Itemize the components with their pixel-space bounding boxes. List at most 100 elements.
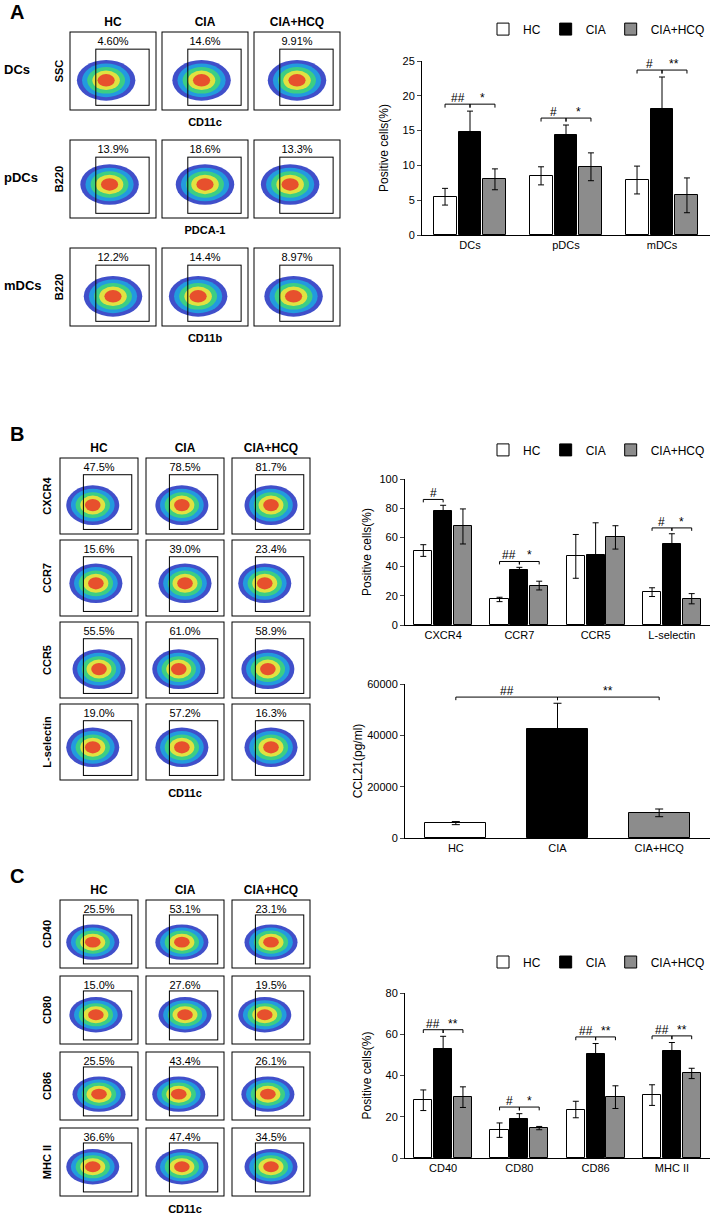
svg-text:HC: HC [90,883,108,897]
svg-text:pDCs: pDCs [4,170,38,185]
svg-text:**: ** [603,684,613,698]
svg-text:*: * [527,1094,532,1108]
svg-text:MHC II: MHC II [41,1145,53,1179]
svg-text:15: 15 [403,124,415,136]
svg-text:L-selectin: L-selectin [648,629,695,641]
svg-text:26.1%: 26.1% [255,1055,286,1067]
svg-text:DCs: DCs [4,62,30,77]
svg-text:20: 20 [386,1111,398,1123]
svg-text:0: 0 [409,229,415,241]
svg-text:0: 0 [392,619,398,631]
svg-text:78.5%: 78.5% [169,461,200,473]
svg-text:8.97%: 8.97% [281,251,312,263]
svg-text:23.1%: 23.1% [255,903,286,915]
svg-text:9.91%: 9.91% [281,35,312,47]
svg-text:20: 20 [403,90,415,102]
svg-text:80: 80 [386,987,398,999]
svg-text:CIA: CIA [175,441,196,455]
svg-text:#: # [646,57,653,71]
svg-text:A: A [10,1,24,23]
svg-text:mDCs: mDCs [647,239,678,251]
svg-text:15.0%: 15.0% [83,979,114,991]
svg-text:#: # [658,515,665,529]
svg-text:HC: HC [523,23,541,37]
svg-text:CCR7: CCR7 [41,563,53,593]
svg-text:16.3%: 16.3% [255,707,286,719]
svg-text:**: ** [448,1017,458,1031]
svg-text:C: C [10,865,24,887]
svg-text:CIA+HCQ: CIA+HCQ [651,444,705,458]
svg-text:HC: HC [523,444,541,458]
svg-text:CD11c: CD11c [168,787,202,799]
svg-text:4.60%: 4.60% [97,35,128,47]
svg-text:55.5%: 55.5% [83,625,114,637]
svg-text:Positive cells(%): Positive cells(%) [360,1031,374,1119]
svg-text:HC: HC [104,15,122,29]
svg-text:40: 40 [386,1069,398,1081]
svg-text:CXCR4: CXCR4 [41,476,53,514]
svg-text:CD80: CD80 [505,1162,533,1174]
svg-text:*: * [679,515,684,529]
svg-text:CIA+HCQ: CIA+HCQ [244,441,298,455]
svg-text:20000: 20000 [367,781,398,793]
svg-text:47.4%: 47.4% [169,1131,200,1143]
svg-text:*: * [480,91,485,105]
svg-text:MHC II: MHC II [655,1162,689,1174]
svg-text:CIA: CIA [548,842,567,854]
svg-text:0: 0 [392,832,398,844]
svg-text:HC: HC [90,441,108,455]
svg-text:#: # [550,105,557,119]
svg-text:*: * [576,105,581,119]
svg-text:10: 10 [403,159,415,171]
svg-text:#: # [506,1094,513,1108]
svg-text:*: * [527,548,532,562]
svg-text:19.0%: 19.0% [83,707,114,719]
svg-text:CIA+HCQ: CIA+HCQ [270,15,324,29]
svg-text:##: ## [500,684,514,698]
svg-text:CD11c: CD11c [188,116,222,128]
svg-text:81.7%: 81.7% [255,461,286,473]
svg-text:HC: HC [523,956,541,970]
svg-text:CIA: CIA [195,15,216,29]
svg-text:##: ## [579,1024,593,1038]
svg-text:CIA: CIA [586,444,606,458]
svg-text:#: # [430,486,437,500]
svg-text:13.3%: 13.3% [281,143,312,155]
svg-text:CIA: CIA [175,883,196,897]
svg-text:60000: 60000 [367,678,398,690]
svg-text:mDCs: mDCs [4,278,42,293]
svg-text:L-selectin: L-selectin [41,716,53,768]
svg-text:pDCs: pDCs [552,239,580,251]
svg-text:Positive cells(%): Positive cells(%) [377,104,391,192]
svg-text:PDCA-1: PDCA-1 [185,224,226,236]
svg-text:DCs: DCs [459,239,481,251]
svg-text:47.5%: 47.5% [83,461,114,473]
svg-text:CD40: CD40 [429,1162,457,1174]
svg-text:53.1%: 53.1% [169,903,200,915]
svg-text:CCL21(pg/ml): CCL21(pg/ml) [351,724,365,799]
svg-text:**: ** [669,57,679,71]
svg-text:CIA: CIA [586,23,606,37]
svg-text:CXCR4: CXCR4 [424,629,461,641]
svg-text:15.6%: 15.6% [83,543,114,555]
svg-text:12.2%: 12.2% [97,251,128,263]
svg-text:B220: B220 [53,274,65,300]
svg-text:CIA+HCQ: CIA+HCQ [651,956,705,970]
svg-text:B: B [10,423,24,445]
svg-text:40000: 40000 [367,729,398,741]
svg-text:19.5%: 19.5% [255,979,286,991]
svg-text:13.9%: 13.9% [97,143,128,155]
svg-text:CIA+HCQ: CIA+HCQ [651,23,705,37]
svg-text:25.5%: 25.5% [83,903,114,915]
svg-text:##: ## [451,91,465,105]
svg-text:25: 25 [403,55,415,67]
svg-text:SSC: SSC [53,60,65,83]
svg-text:14.6%: 14.6% [189,35,220,47]
svg-text:CD86: CD86 [41,1072,53,1100]
svg-text:CD11b: CD11b [188,332,223,344]
svg-text:18.6%: 18.6% [189,143,220,155]
svg-text:25.5%: 25.5% [83,1055,114,1067]
svg-text:CIA+HCQ: CIA+HCQ [635,842,685,854]
svg-text:**: ** [601,1024,611,1038]
svg-text:##: ## [502,548,516,562]
